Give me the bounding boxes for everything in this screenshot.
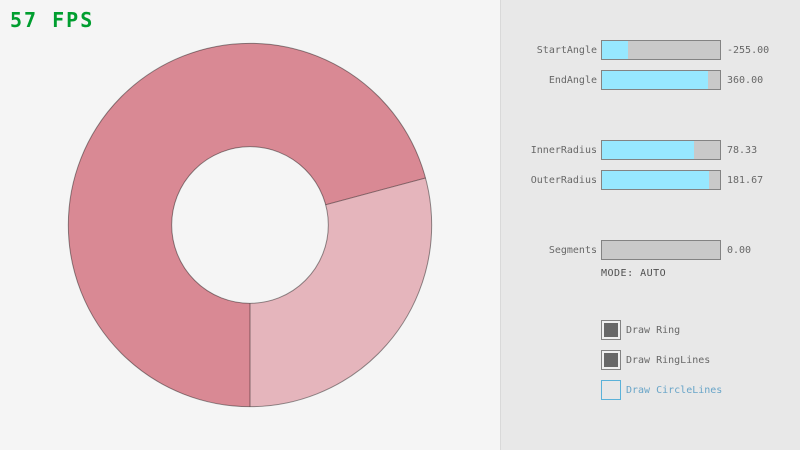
draw-circlelines-checkbox-label: Draw CircleLines [626, 385, 723, 396]
fps-counter: 57 FPS [10, 8, 95, 32]
inner-radius-value: 78.33 [727, 145, 758, 156]
slider-row-outer-radius: OuterRadius 181.67 [501, 170, 800, 190]
control-panel: StartAngle -255.00 EndAngle 360.00 InnerRadi… [500, 0, 800, 450]
outer-radius-slider-fill [602, 171, 709, 189]
inner-radius-slider-fill [602, 141, 694, 159]
segments-slider[interactable] [601, 240, 721, 260]
mode-label: MODE: AUTO [601, 268, 667, 279]
slider-row-segments: Segments 0.00 [501, 240, 800, 260]
inner-radius-label: InnerRadius [530, 145, 597, 156]
ring-outer-outline [67, 42, 433, 408]
end-angle-slider[interactable] [601, 70, 721, 90]
draw-ringlines-checkbox-label: Draw RingLines [626, 355, 711, 366]
ring-chart [67, 42, 433, 408]
segments-label: Segments [548, 245, 597, 256]
ring-boundary-line-2 [325, 177, 426, 206]
ring-sector-dark [68, 43, 426, 407]
start-angle-value: -255.00 [727, 45, 770, 56]
checkmark [604, 323, 618, 337]
end-angle-label: EndAngle [548, 75, 597, 86]
start-angle-label: StartAngle [536, 45, 597, 56]
draw-ring-checkbox-label: Draw Ring [626, 325, 681, 336]
checkbox-row-draw-circlelines: Draw CircleLines [501, 380, 800, 400]
outer-radius-slider[interactable] [601, 170, 721, 190]
start-angle-slider[interactable] [601, 40, 721, 60]
ring-sector-light [250, 177, 432, 407]
end-angle-value: 360.00 [727, 75, 764, 86]
outer-radius-label: OuterRadius [530, 175, 597, 186]
checkbox-row-draw-ring: Draw Ring [501, 320, 800, 340]
end-angle-slider-fill [602, 71, 708, 89]
checkmark [604, 353, 618, 367]
slider-row-end-angle: EndAngle 360.00 [501, 70, 800, 90]
draw-ring-checkbox[interactable] [601, 320, 621, 340]
outer-radius-value: 181.67 [727, 175, 764, 186]
start-angle-slider-fill [602, 41, 628, 59]
segments-value: 0.00 [727, 245, 752, 256]
ring-inner-outline [171, 146, 329, 304]
slider-row-start-angle: StartAngle -255.00 [501, 40, 800, 60]
draw-ringlines-checkbox[interactable] [601, 350, 621, 370]
slider-row-inner-radius: InnerRadius 78.33 [501, 140, 800, 160]
inner-radius-slider[interactable] [601, 140, 721, 160]
draw-circlelines-checkbox[interactable] [601, 380, 621, 400]
checkbox-row-draw-ringlines: Draw RingLines [501, 350, 800, 370]
